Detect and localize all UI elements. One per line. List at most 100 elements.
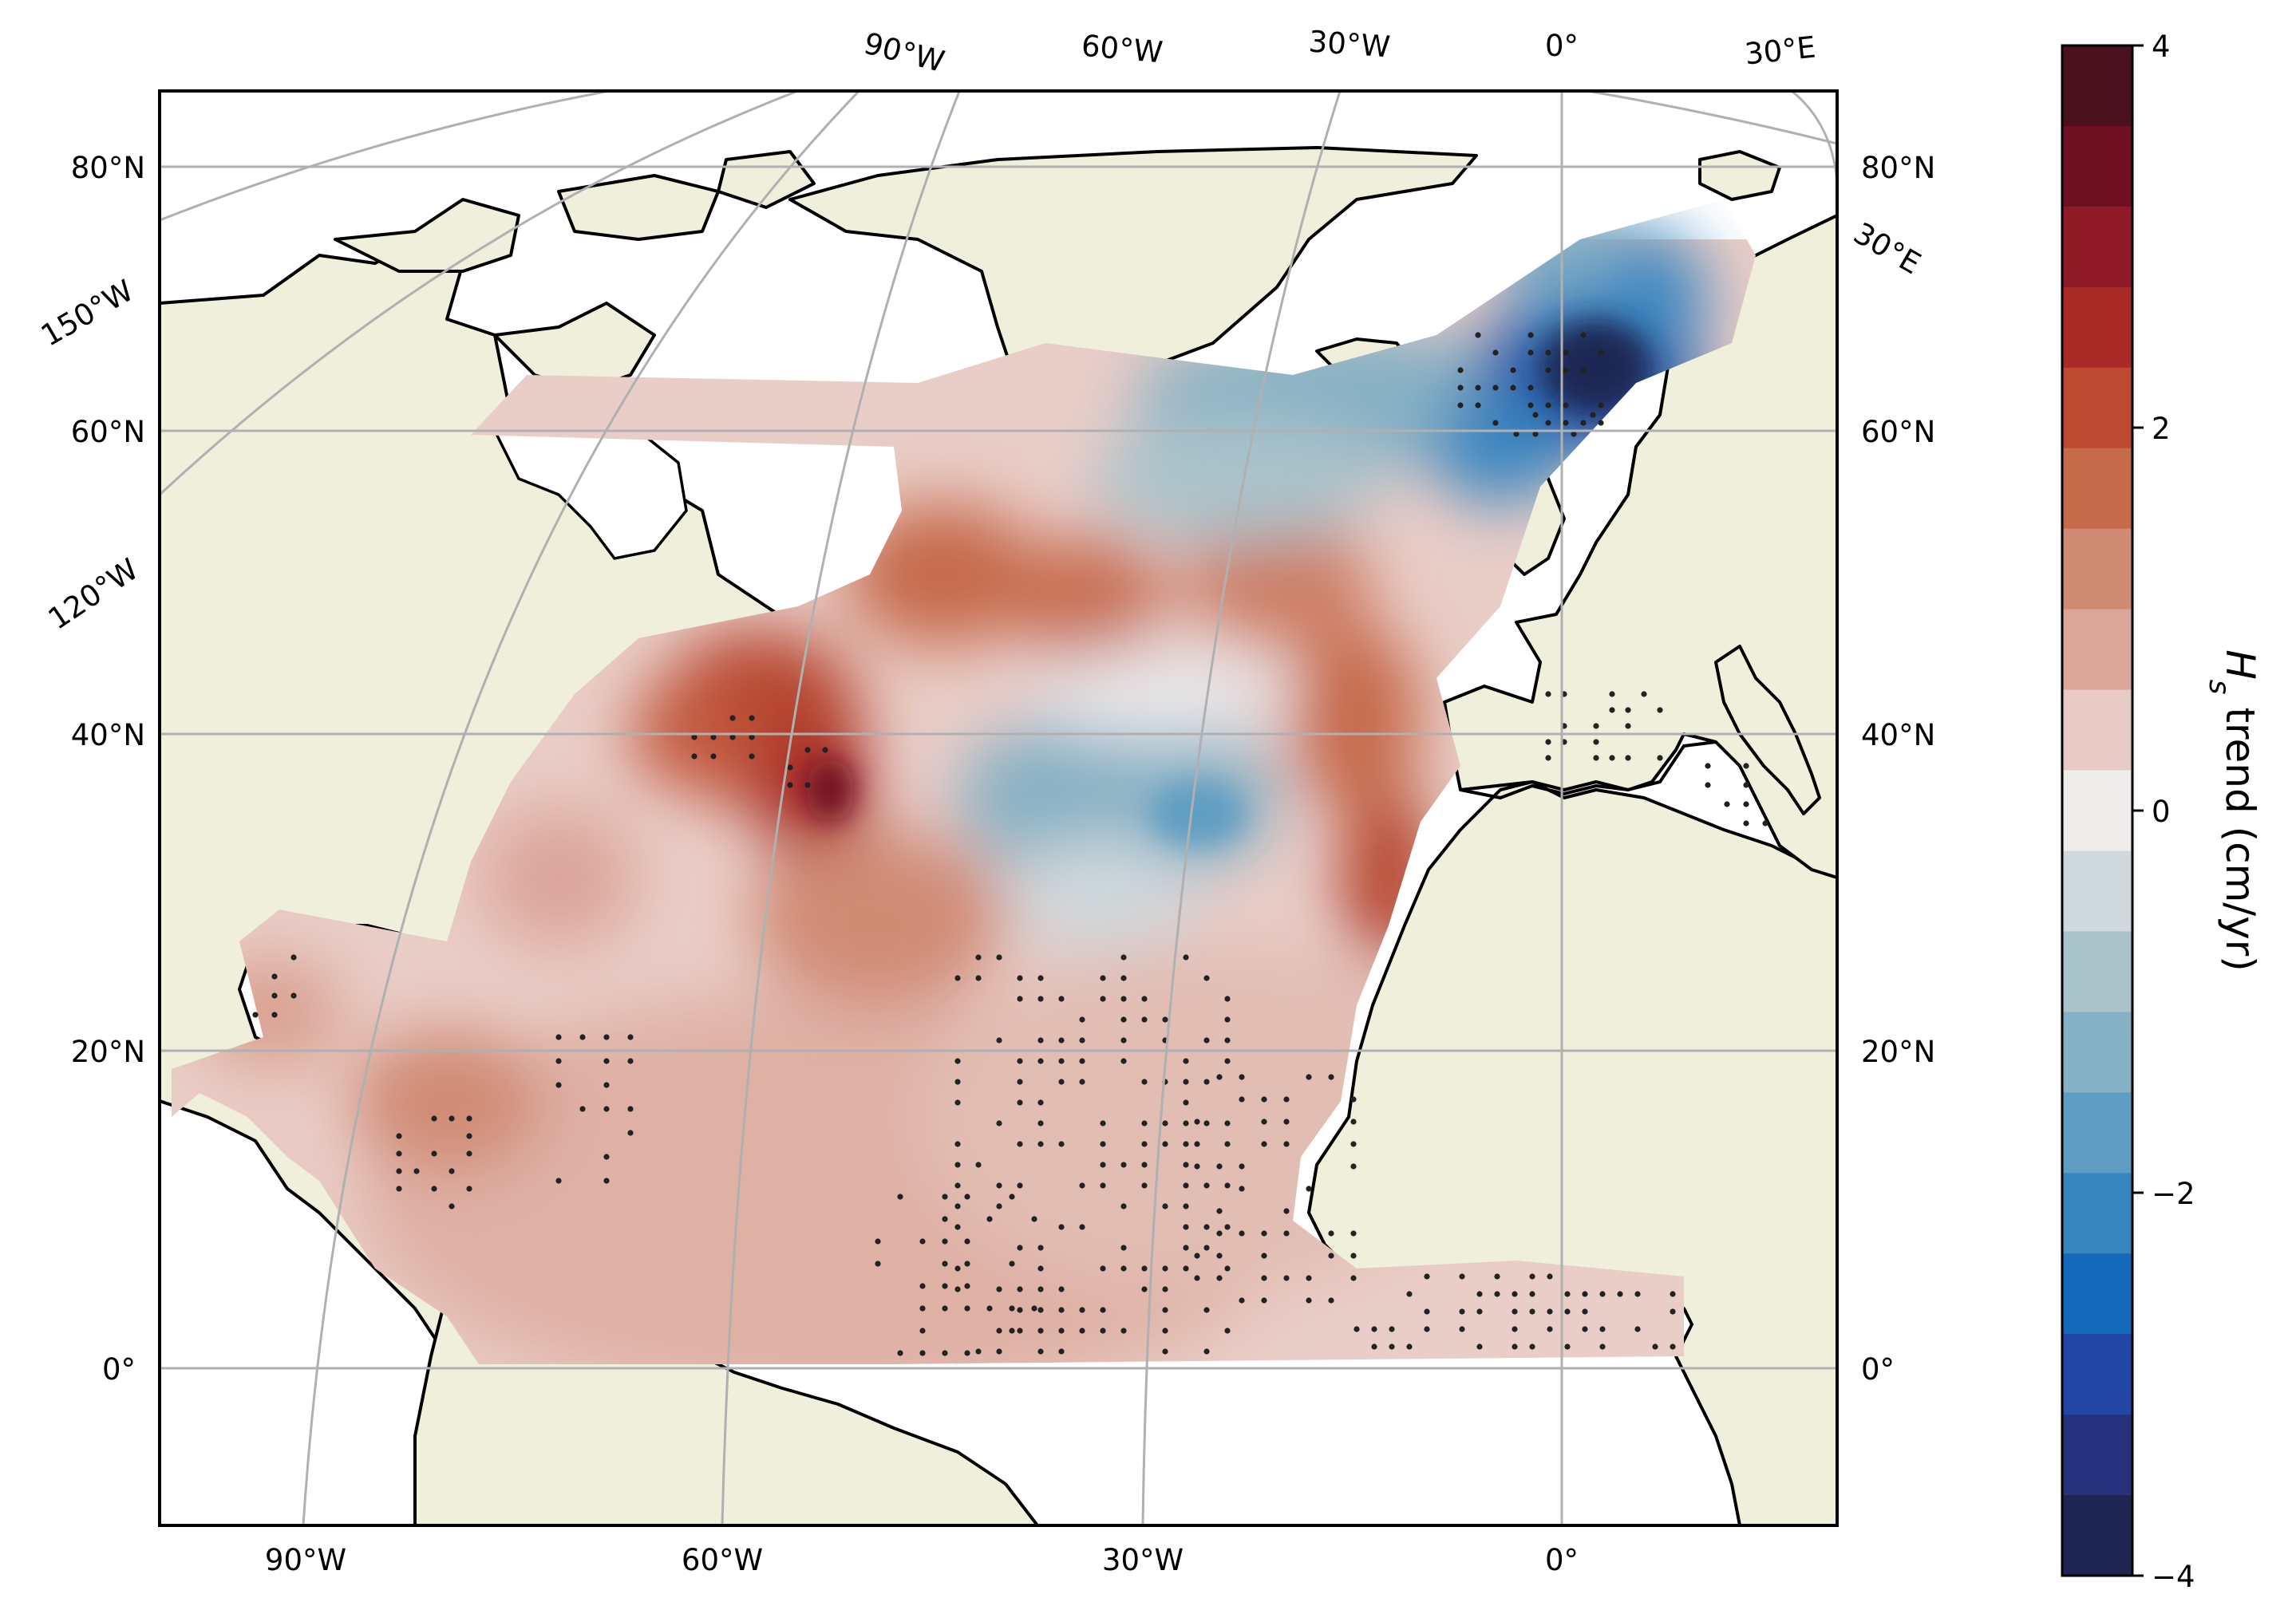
- significance-dot: [1017, 1286, 1023, 1292]
- significance-dot: [603, 1082, 610, 1088]
- significance-dot: [1641, 691, 1647, 697]
- significance-dot: [1224, 1328, 1231, 1334]
- significance-dot: [986, 1305, 993, 1312]
- significance-dot: [603, 1106, 610, 1112]
- significance-dot: [1529, 1344, 1535, 1350]
- significance-dot: [804, 747, 811, 753]
- significance-dot: [1058, 1141, 1065, 1147]
- significance-dot: [396, 1186, 402, 1192]
- significance-dot: [449, 1115, 455, 1122]
- left-lat-label-2: 60°N: [71, 415, 145, 449]
- right-lat-labels: 80°N 60°N 40°N 20°N 0°: [1861, 151, 1935, 1387]
- significance-dot: [1350, 1096, 1357, 1103]
- significance-dot: [942, 1261, 948, 1267]
- significance-dot: [1224, 1037, 1231, 1044]
- significance-dot: [1141, 1120, 1148, 1127]
- significance-dot: [1017, 1099, 1023, 1106]
- significance-dot: [1120, 1328, 1127, 1334]
- significance-dot: [1183, 1182, 1189, 1189]
- significance-dot: [996, 1120, 1002, 1127]
- significance-dot: [1162, 1265, 1168, 1272]
- significance-dot: [1009, 1328, 1015, 1334]
- significance-dot: [1183, 954, 1189, 961]
- significance-dot: [290, 954, 297, 961]
- significance-dot: [1058, 1224, 1065, 1230]
- significance-dot: [710, 734, 717, 740]
- significance-dot: [954, 1162, 961, 1168]
- significance-dot: [466, 1133, 472, 1139]
- significance-dot: [1100, 1182, 1106, 1189]
- significance-dot: [1141, 1141, 1148, 1147]
- significance-dot: [1120, 1162, 1127, 1168]
- significance-dot: [1476, 1291, 1483, 1297]
- significance-dot: [1141, 1162, 1148, 1168]
- significance-dot: [431, 1150, 437, 1157]
- colorbar-swatch: [2062, 1415, 2132, 1496]
- significance-dot: [1183, 1203, 1189, 1209]
- significance-dot: [1183, 1162, 1189, 1168]
- top-lon-label-3: 30°W: [1307, 25, 1391, 65]
- significance-dot: [1545, 367, 1551, 373]
- significance-dot: [1350, 1230, 1357, 1237]
- significance-dot: [1058, 1286, 1065, 1292]
- significance-dot: [1058, 1328, 1065, 1334]
- colorbar-swatch: [2062, 689, 2132, 771]
- significance-dot: [1494, 1291, 1500, 1297]
- significance-dot: [1216, 1074, 1223, 1080]
- significance-dot: [271, 1012, 278, 1018]
- significance-dot: [1100, 1141, 1106, 1147]
- significance-dot: [1609, 707, 1615, 713]
- colorbar-swatch: [2062, 931, 2132, 1012]
- significance-dot: [954, 1099, 961, 1106]
- significance-dot: [449, 1203, 455, 1209]
- significance-dot: [996, 1328, 1002, 1334]
- significance-dot: [1545, 755, 1551, 761]
- significance-dot: [252, 1012, 259, 1018]
- top-lon-label-2: 60°W: [1080, 29, 1164, 70]
- significance-dot: [555, 1034, 562, 1040]
- significance-dot: [396, 1168, 402, 1174]
- significance-dot: [627, 1106, 634, 1112]
- significance-dot: [1582, 1308, 1588, 1315]
- significance-dot: [1283, 1208, 1290, 1214]
- significance-dot: [1545, 420, 1551, 426]
- significance-dot: [396, 1150, 402, 1157]
- significance-dot: [1529, 1308, 1535, 1315]
- significance-dot: [1100, 1307, 1106, 1313]
- significance-dot: [1634, 1291, 1641, 1297]
- significance-dot: [1203, 1079, 1210, 1085]
- significance-dot: [1492, 349, 1499, 356]
- significance-dot: [1141, 1265, 1148, 1272]
- significance-dot: [1120, 1016, 1127, 1023]
- significance-dot: [1371, 1326, 1377, 1332]
- significance-dot: [627, 1034, 634, 1040]
- significance-dot: [579, 1034, 586, 1040]
- significance-dot: [1239, 1186, 1245, 1192]
- bottom-lon-label-1: 90°W: [265, 1543, 346, 1577]
- left-lat-label-5: 0°: [102, 1352, 136, 1387]
- significance-dot: [1239, 1297, 1245, 1304]
- significance-dot: [804, 782, 811, 788]
- significance-dot: [1563, 420, 1569, 426]
- significance-dot: [1475, 385, 1481, 391]
- significance-dot: [1058, 1307, 1065, 1313]
- significance-dot: [1183, 1224, 1189, 1230]
- significance-dot: [1599, 1326, 1606, 1332]
- significance-dot: [1079, 1307, 1085, 1313]
- significance-dot: [1141, 1286, 1148, 1292]
- left-lat-labels: 80°N 60°N 40°N 20°N 0°: [71, 151, 145, 1387]
- arctic-islands-c: [557, 174, 720, 241]
- significance-dot: [1743, 801, 1749, 807]
- significance-dot: [964, 1305, 970, 1312]
- significance-dot: [1203, 1348, 1210, 1355]
- significance-dot: [1120, 975, 1127, 981]
- significance-dot: [1058, 1037, 1065, 1044]
- significance-dot: [1203, 1037, 1210, 1044]
- significance-dot: [1194, 1163, 1200, 1170]
- significance-dot: [466, 1115, 472, 1122]
- left-lat-label-1: 80°N: [71, 151, 145, 185]
- significance-dot: [627, 1130, 634, 1136]
- significance-dot: [1058, 996, 1065, 1002]
- significance-dot: [1058, 1079, 1065, 1085]
- significance-dot: [271, 992, 278, 999]
